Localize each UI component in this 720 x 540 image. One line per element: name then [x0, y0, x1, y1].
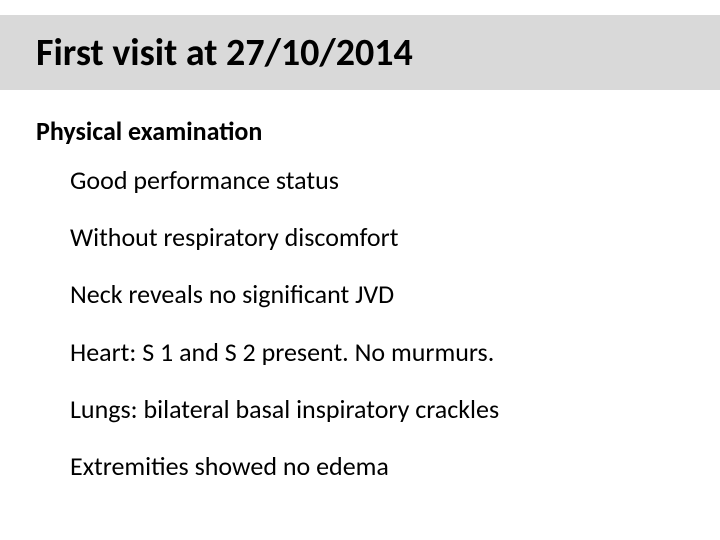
list-item: Good performance status: [70, 165, 690, 196]
list-item: Heart: S 1 and S 2 present. No murmurs.: [70, 337, 690, 368]
list-item: Extremities showed no edema: [70, 451, 690, 482]
slide-container: First visit at 27/10/2014 Physical exami…: [0, 0, 720, 540]
slide-title: First visit at 27/10/2014: [36, 30, 413, 76]
content-area: Physical examination Good performance st…: [36, 115, 690, 508]
subheading: Physical examination: [36, 115, 690, 147]
list-item: Without respiratory discomfort: [70, 222, 690, 253]
title-bar: First visit at 27/10/2014: [0, 15, 720, 90]
list-item: Lungs: bilateral basal inspiratory crack…: [70, 394, 690, 425]
list-item: Neck reveals no significant JVD: [70, 279, 690, 310]
